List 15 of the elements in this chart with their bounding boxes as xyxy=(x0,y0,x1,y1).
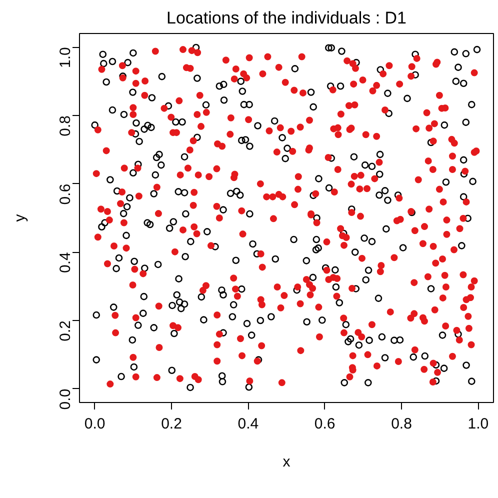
y-tick-label: 0.8 xyxy=(57,115,74,136)
y-tick-label: 0.0 xyxy=(57,388,74,410)
y-tick-label: 0.6 xyxy=(57,184,74,205)
x-tick-label: 0.4 xyxy=(238,416,259,432)
x-tick-label: 0.0 xyxy=(84,416,106,432)
x-tick-label: 0.6 xyxy=(314,416,336,432)
chart-title: Locations of the individuals : D1 xyxy=(166,8,407,28)
y-tick-label: 1.0 xyxy=(57,47,74,68)
x-tick-label: 0.2 xyxy=(161,416,182,432)
x-tick-label: 0.8 xyxy=(391,416,412,432)
x-axis-title: x xyxy=(282,454,291,470)
y-tick-label: 0.2 xyxy=(57,320,74,342)
y-axis-title: y xyxy=(12,214,28,222)
y-tick-label: 0.4 xyxy=(57,252,74,274)
x-tick-label: 1.0 xyxy=(468,416,489,432)
